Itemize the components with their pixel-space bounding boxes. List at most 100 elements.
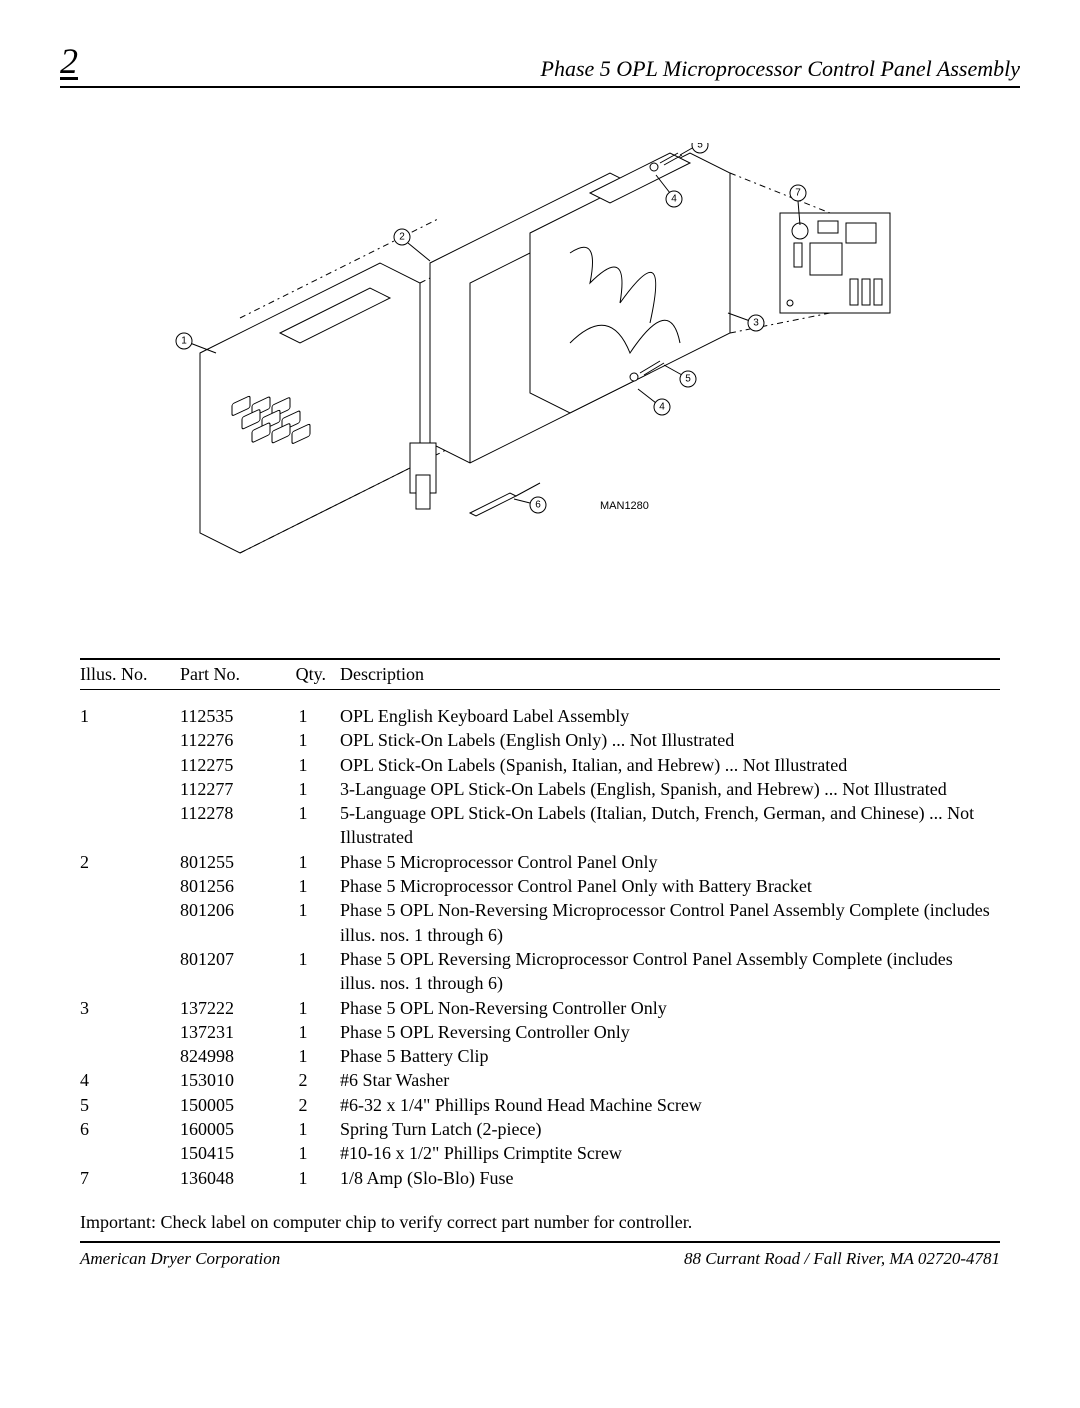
table-row: 1122751OPL Stick-On Labels (Spanish, Ita…	[80, 753, 1000, 777]
cell-desc: 5-Language OPL Stick-On Labels (Italian,…	[340, 801, 1000, 850]
cell-part: 801256	[180, 874, 280, 898]
cell-part: 160005	[180, 1117, 280, 1141]
cell-illus	[80, 874, 180, 898]
callout-4a: 4	[671, 194, 677, 205]
cell-illus	[80, 1141, 180, 1165]
table-header: Illus. No. Part No. Qty. Description	[80, 658, 1000, 690]
cell-illus: 2	[80, 850, 180, 874]
cell-qty: 2	[280, 1093, 340, 1117]
cell-qty: 1	[280, 850, 340, 874]
cell-part: 137222	[180, 996, 280, 1020]
cell-part: 137231	[180, 1020, 280, 1044]
cell-qty: 1	[280, 1117, 340, 1141]
cell-part: 112278	[180, 801, 280, 850]
page-title: Phase 5 OPL Microprocessor Control Panel…	[541, 56, 1021, 82]
cell-qty: 1	[280, 1166, 340, 1190]
table-row: 1122761OPL Stick-On Labels (English Only…	[80, 728, 1000, 752]
cell-illus	[80, 777, 180, 801]
table-row: 31372221Phase 5 OPL Non-Reversing Contro…	[80, 996, 1000, 1020]
cell-desc: Phase 5 OPL Non-Reversing Controller Onl…	[340, 996, 1000, 1020]
cell-qty: 1	[280, 898, 340, 947]
cell-illus	[80, 1020, 180, 1044]
cell-part: 112535	[180, 704, 280, 728]
table-row: 713604811/8 Amp (Slo-Blo) Fuse	[80, 1166, 1000, 1190]
important-note: Important: Check label on computer chip …	[80, 1212, 1000, 1243]
parts-table: Illus. No. Part No. Qty. Description 111…	[80, 658, 1000, 1190]
table-row: 8012071Phase 5 OPL Reversing Microproces…	[80, 947, 1000, 996]
cell-qty: 2	[280, 1068, 340, 1092]
cell-desc: Phase 5 Microprocessor Control Panel Onl…	[340, 850, 1000, 874]
cell-illus: 4	[80, 1068, 180, 1092]
cell-desc: Phase 5 OPL Non-Reversing Microprocessor…	[340, 898, 1000, 947]
header-part: Part No.	[180, 664, 280, 685]
table-row: 11227713-Language OPL Stick-On Labels (E…	[80, 777, 1000, 801]
cell-desc: OPL Stick-On Labels (Spanish, Italian, a…	[340, 753, 1000, 777]
cell-illus: 7	[80, 1166, 180, 1190]
cell-part: 112276	[180, 728, 280, 752]
table-row: 8249981Phase 5 Battery Clip	[80, 1044, 1000, 1068]
table-row: 51500052#6-32 x 1/4" Phillips Round Head…	[80, 1093, 1000, 1117]
cell-desc: #6-32 x 1/4" Phillips Round Head Machine…	[340, 1093, 1000, 1117]
exploded-diagram: 1 2 3 4 4 5 5	[60, 118, 1020, 598]
callout-4b: 4	[659, 402, 665, 413]
cell-qty: 1	[280, 801, 340, 850]
page-header: 2 Phase 5 OPL Microprocessor Control Pan…	[60, 40, 1020, 88]
table-row: 1372311Phase 5 OPL Reversing Controller …	[80, 1020, 1000, 1044]
page-number: 2	[60, 40, 78, 82]
callout-2: 2	[399, 232, 405, 243]
cell-desc: #10-16 x 1/2" Phillips Crimptite Screw	[340, 1141, 1000, 1165]
page-footer: American Dryer Corporation 88 Currant Ro…	[80, 1249, 1000, 1269]
cell-illus: 1	[80, 704, 180, 728]
cell-desc: Phase 5 OPL Reversing Microprocessor Con…	[340, 947, 1000, 996]
callout-3: 3	[753, 318, 759, 329]
cell-illus	[80, 728, 180, 752]
cell-illus	[80, 801, 180, 850]
callout-6: 6	[535, 500, 541, 511]
cell-desc: Phase 5 OPL Reversing Controller Only	[340, 1020, 1000, 1044]
header-illus: Illus. No.	[80, 664, 180, 685]
cell-desc: #6 Star Washer	[340, 1068, 1000, 1092]
table-row: 41530102#6 Star Washer	[80, 1068, 1000, 1092]
cell-qty: 1	[280, 728, 340, 752]
cell-desc: OPL English Keyboard Label Assembly	[340, 704, 1000, 728]
cell-qty: 1	[280, 947, 340, 996]
table-row: 11227815-Language OPL Stick-On Labels (I…	[80, 801, 1000, 850]
cell-desc: Phase 5 Microprocessor Control Panel Onl…	[340, 874, 1000, 898]
cell-qty: 1	[280, 1044, 340, 1068]
cell-illus	[80, 1044, 180, 1068]
table-row: 8012561Phase 5 Microprocessor Control Pa…	[80, 874, 1000, 898]
table-body: 11125351OPL English Keyboard Label Assem…	[80, 690, 1000, 1190]
callout-5a: 5	[697, 143, 703, 151]
callout-7: 7	[795, 188, 801, 199]
cell-desc: Phase 5 Battery Clip	[340, 1044, 1000, 1068]
cell-desc: 1/8 Amp (Slo-Blo) Fuse	[340, 1166, 1000, 1190]
callout-5b: 5	[685, 374, 691, 385]
cell-qty: 1	[280, 1141, 340, 1165]
cell-illus: 6	[80, 1117, 180, 1141]
cell-part: 801255	[180, 850, 280, 874]
footer-right: 88 Currant Road / Fall River, MA 02720-4…	[684, 1249, 1000, 1269]
footer-left: American Dryer Corporation	[80, 1249, 280, 1269]
diagram-svg: 1 2 3 4 4 5 5	[170, 143, 910, 573]
cell-part: 150005	[180, 1093, 280, 1117]
cell-illus: 5	[80, 1093, 180, 1117]
cell-illus	[80, 753, 180, 777]
cell-part: 801206	[180, 898, 280, 947]
cell-part: 150415	[180, 1141, 280, 1165]
callout-1: 1	[181, 336, 187, 347]
cell-part: 801207	[180, 947, 280, 996]
cell-illus	[80, 947, 180, 996]
cell-qty: 1	[280, 874, 340, 898]
cell-part: 153010	[180, 1068, 280, 1092]
diagram-label: MAN1280	[600, 500, 649, 512]
header-qty: Qty.	[280, 664, 340, 685]
cell-qty: 1	[280, 704, 340, 728]
table-row: 28012551Phase 5 Microprocessor Control P…	[80, 850, 1000, 874]
cell-qty: 1	[280, 996, 340, 1020]
cell-part: 136048	[180, 1166, 280, 1190]
cell-illus: 3	[80, 996, 180, 1020]
cell-qty: 1	[280, 777, 340, 801]
cell-desc: Spring Turn Latch (2-piece)	[340, 1117, 1000, 1141]
cell-qty: 1	[280, 753, 340, 777]
cell-desc: OPL Stick-On Labels (English Only) ... N…	[340, 728, 1000, 752]
